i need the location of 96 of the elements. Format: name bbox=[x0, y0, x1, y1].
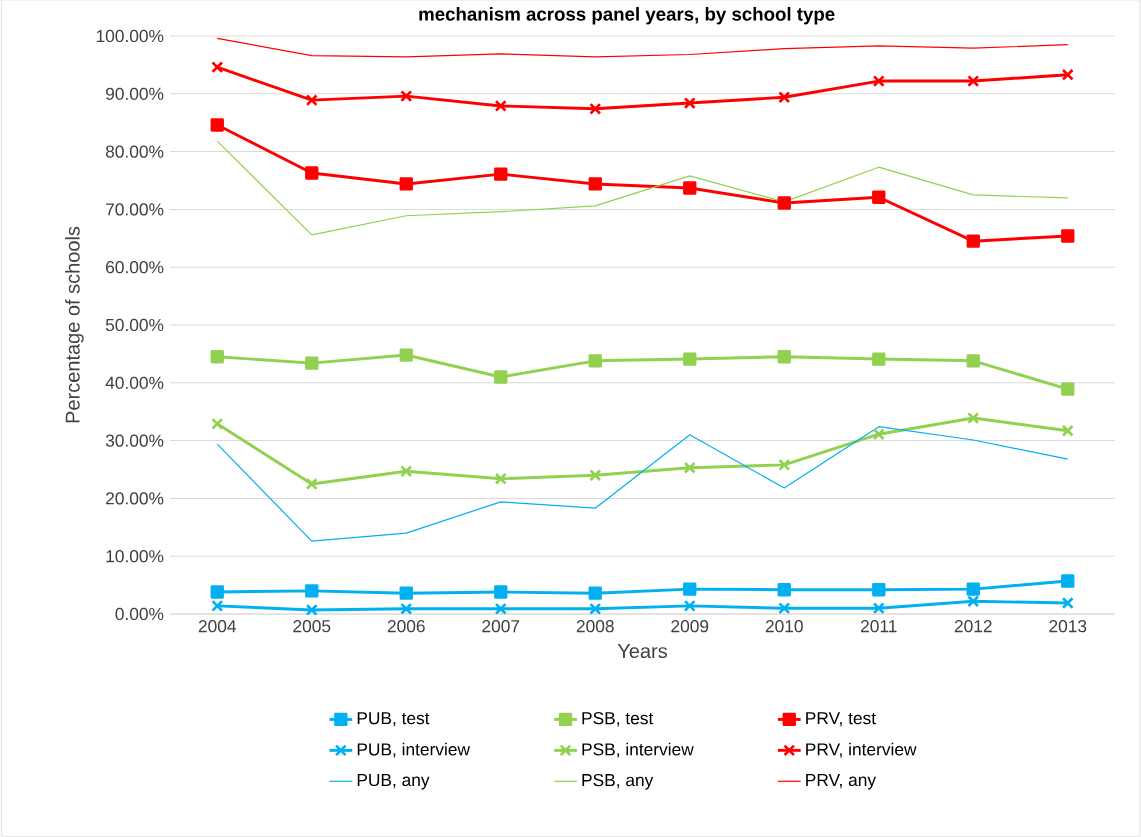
legend-label: PSB, any bbox=[582, 773, 654, 790]
point bbox=[872, 583, 886, 597]
point bbox=[683, 181, 697, 195]
y-tick-label: 60.00% bbox=[106, 261, 164, 274]
legend-label: PRV, test bbox=[806, 712, 876, 727]
point bbox=[210, 585, 224, 599]
point bbox=[589, 102, 602, 115]
point bbox=[400, 90, 413, 103]
point bbox=[683, 599, 696, 612]
y-tick-label: 50.00% bbox=[105, 318, 164, 332]
point bbox=[494, 602, 507, 615]
point bbox=[494, 585, 508, 599]
point bbox=[211, 61, 224, 74]
point bbox=[588, 177, 602, 191]
point bbox=[211, 599, 224, 612]
point bbox=[683, 461, 696, 474]
point bbox=[967, 411, 980, 425]
point bbox=[872, 190, 886, 204]
y-tick-label: 40.00% bbox=[105, 376, 164, 389]
y-tick-label: 30.00% bbox=[105, 434, 164, 447]
line-series bbox=[216, 426, 1069, 542]
x-tick-label: 2008 bbox=[576, 620, 614, 633]
point bbox=[400, 465, 413, 478]
point bbox=[872, 352, 886, 366]
point bbox=[1061, 596, 1074, 610]
point bbox=[588, 586, 602, 600]
point bbox=[494, 167, 508, 181]
y-tick-label: 20.00% bbox=[106, 492, 164, 505]
point bbox=[399, 348, 413, 362]
legend-label: PUB, test bbox=[357, 712, 430, 727]
point bbox=[683, 582, 697, 596]
x-tick-label: 2005 bbox=[293, 620, 331, 633]
point bbox=[210, 118, 224, 132]
x-tick-label: 2009 bbox=[671, 620, 709, 633]
point bbox=[777, 350, 791, 364]
point bbox=[305, 477, 318, 490]
point bbox=[305, 584, 319, 598]
point bbox=[778, 458, 791, 471]
x-tick-label: 2010 bbox=[765, 620, 803, 633]
point bbox=[210, 350, 224, 364]
y-tick-label: 0.00% bbox=[115, 607, 164, 621]
y-tick-label: 70.00% bbox=[106, 203, 164, 216]
point bbox=[966, 234, 980, 248]
point bbox=[589, 469, 602, 482]
y-tick-label: 100.00% bbox=[96, 29, 164, 43]
x-tick-label: 2004 bbox=[198, 620, 237, 633]
point bbox=[683, 96, 696, 110]
y-tick-label: 90.00% bbox=[105, 87, 164, 100]
point bbox=[305, 94, 318, 107]
y-tick-label: 80.00% bbox=[105, 145, 164, 158]
point bbox=[967, 75, 980, 88]
x-tick-label: 2006 bbox=[387, 620, 425, 633]
point bbox=[1061, 229, 1075, 243]
point bbox=[966, 354, 980, 368]
point bbox=[966, 582, 980, 596]
point bbox=[494, 370, 508, 384]
point bbox=[967, 595, 980, 608]
x-axis-title: Years bbox=[617, 644, 667, 659]
legend-label: PSB, interview bbox=[582, 742, 694, 758]
point bbox=[872, 75, 885, 88]
point bbox=[589, 602, 602, 615]
point bbox=[305, 166, 319, 180]
point bbox=[683, 352, 697, 366]
point bbox=[494, 472, 507, 485]
line-series bbox=[216, 37, 1069, 58]
point bbox=[211, 417, 224, 430]
chart-title: mechanism across panel years, by school type bbox=[419, 7, 835, 25]
point bbox=[1061, 574, 1075, 588]
point bbox=[1061, 424, 1074, 437]
legend-label: PUB, interview bbox=[357, 742, 471, 758]
point bbox=[777, 583, 791, 597]
point bbox=[305, 356, 319, 370]
legend-label: PRV, interview bbox=[806, 742, 917, 758]
point bbox=[872, 428, 885, 441]
point bbox=[400, 602, 413, 615]
y-tick-label: 10.00% bbox=[106, 550, 164, 563]
point bbox=[305, 603, 318, 616]
x-tick-label: 2011 bbox=[861, 620, 897, 633]
x-tick-label: 2012 bbox=[954, 620, 992, 633]
y-axis-title: Percentage of schools bbox=[65, 226, 84, 423]
point bbox=[494, 99, 507, 112]
x-tick-label: 2013 bbox=[1049, 620, 1087, 633]
point bbox=[872, 602, 885, 615]
point bbox=[778, 602, 791, 615]
x-tick-label: 2007 bbox=[482, 620, 520, 633]
legend-label: PSB, test bbox=[582, 712, 654, 727]
legend-label: PUB, any bbox=[357, 774, 430, 790]
point bbox=[1061, 68, 1074, 81]
line-series bbox=[216, 140, 1069, 236]
point bbox=[1061, 382, 1075, 396]
point bbox=[588, 354, 602, 368]
point bbox=[399, 177, 413, 191]
point bbox=[399, 586, 413, 600]
point bbox=[777, 196, 791, 210]
legend-label: PRV, any bbox=[806, 774, 877, 790]
point bbox=[778, 91, 791, 104]
